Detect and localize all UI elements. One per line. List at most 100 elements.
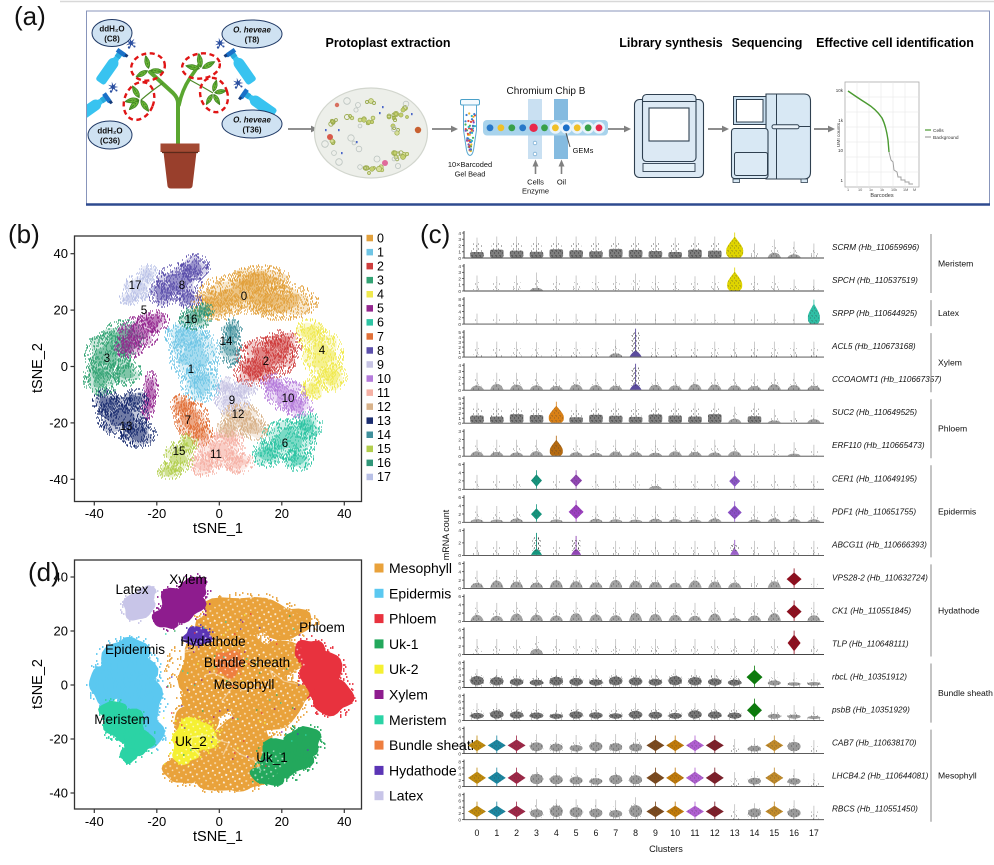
svg-text:2: 2 bbox=[458, 411, 461, 417]
svg-text:3: 3 bbox=[458, 340, 461, 346]
svg-text:(b): (b) bbox=[8, 219, 40, 249]
svg-text:SCRM (Hb_110659696): SCRM (Hb_110659696) bbox=[832, 243, 920, 252]
svg-text:1: 1 bbox=[494, 828, 499, 838]
svg-text:10: 10 bbox=[670, 828, 680, 838]
svg-text:5: 5 bbox=[574, 828, 579, 838]
svg-text:4: 4 bbox=[377, 288, 384, 302]
svg-text:Background: Background bbox=[933, 135, 959, 141]
svg-text:0: 0 bbox=[458, 256, 461, 262]
svg-text:6: 6 bbox=[458, 667, 461, 673]
svg-text:Xylem: Xylem bbox=[169, 572, 207, 587]
svg-text:14: 14 bbox=[220, 336, 233, 348]
svg-text:Mesophyll: Mesophyll bbox=[938, 771, 977, 781]
svg-text:7: 7 bbox=[377, 330, 384, 344]
svg-text:2: 2 bbox=[458, 479, 461, 485]
svg-text:CK1 (Hb_110551845): CK1 (Hb_110551845) bbox=[832, 606, 911, 615]
svg-text:VPS28-2 (Hb_110632724): VPS28-2 (Hb_110632724) bbox=[832, 573, 928, 582]
svg-text:1M: 1M bbox=[903, 188, 908, 192]
svg-text:-20: -20 bbox=[49, 415, 68, 430]
svg-text:6: 6 bbox=[458, 766, 461, 772]
svg-text:2: 2 bbox=[458, 541, 461, 547]
svg-text:8: 8 bbox=[458, 793, 461, 799]
svg-text:Effective cell identification: Effective cell identification bbox=[816, 36, 974, 50]
svg-text:CAB7 (Hb_110638170): CAB7 (Hb_110638170) bbox=[832, 739, 917, 748]
svg-text:2: 2 bbox=[458, 743, 461, 749]
svg-text:CCOAOMT1 (Hb_110667357): CCOAOMT1 (Hb_110667357) bbox=[832, 375, 942, 384]
svg-text:0: 0 bbox=[458, 718, 461, 724]
svg-text:2: 2 bbox=[458, 376, 461, 382]
svg-text:40: 40 bbox=[337, 814, 351, 829]
svg-text:Hydathode: Hydathode bbox=[180, 634, 245, 649]
svg-text:0: 0 bbox=[458, 454, 461, 460]
svg-text:0: 0 bbox=[475, 828, 480, 838]
svg-text:14: 14 bbox=[377, 428, 391, 442]
svg-text:10k: 10k bbox=[891, 188, 897, 192]
svg-text:11: 11 bbox=[210, 449, 222, 461]
svg-text:8: 8 bbox=[458, 693, 461, 699]
svg-text:17: 17 bbox=[809, 828, 819, 838]
svg-text:11: 11 bbox=[377, 386, 390, 400]
svg-text:Library synthesis: Library synthesis bbox=[619, 36, 723, 50]
svg-text:0: 0 bbox=[458, 289, 461, 295]
svg-text:1: 1 bbox=[840, 178, 843, 183]
svg-text:5: 5 bbox=[377, 302, 384, 316]
svg-text:6: 6 bbox=[593, 828, 598, 838]
svg-text:TLP (Hb_110648111): TLP (Hb_110648111) bbox=[832, 640, 909, 649]
svg-text:20: 20 bbox=[54, 624, 68, 639]
svg-text:0: 0 bbox=[458, 784, 461, 790]
svg-text:Bundle sheath: Bundle sheath bbox=[204, 655, 290, 670]
svg-text:0: 0 bbox=[216, 814, 223, 829]
svg-text:4: 4 bbox=[458, 706, 461, 712]
svg-text:6: 6 bbox=[458, 594, 461, 600]
svg-text:0: 0 bbox=[458, 322, 461, 328]
svg-text:2: 2 bbox=[458, 644, 461, 650]
svg-text:6: 6 bbox=[458, 700, 461, 706]
svg-text:-40: -40 bbox=[85, 814, 104, 829]
svg-text:Latex: Latex bbox=[389, 788, 423, 804]
svg-text:0: 0 bbox=[216, 506, 223, 521]
svg-text:15: 15 bbox=[769, 828, 779, 838]
svg-text:Meristem: Meristem bbox=[94, 712, 150, 727]
svg-text:SRPP (Hb_110644925): SRPP (Hb_110644925) bbox=[832, 309, 917, 318]
svg-text:Clusters: Clusters bbox=[649, 844, 683, 854]
svg-text:1: 1 bbox=[458, 283, 461, 289]
svg-text:2: 2 bbox=[458, 276, 461, 282]
svg-text:GEMs: GEMs bbox=[573, 146, 594, 155]
svg-text:7: 7 bbox=[185, 415, 191, 427]
svg-text:Uk-1: Uk-1 bbox=[389, 636, 419, 652]
svg-text:7: 7 bbox=[613, 828, 618, 838]
svg-text:(a): (a) bbox=[14, 1, 46, 31]
svg-text:4: 4 bbox=[458, 603, 461, 609]
svg-text:16: 16 bbox=[185, 314, 198, 326]
svg-text:3: 3 bbox=[377, 274, 384, 288]
svg-text:0: 0 bbox=[61, 359, 68, 374]
svg-text:8: 8 bbox=[377, 344, 384, 358]
svg-text:Mesophyll: Mesophyll bbox=[389, 560, 452, 576]
svg-text:1: 1 bbox=[847, 188, 849, 192]
svg-text:Uk_2: Uk_2 bbox=[175, 734, 207, 749]
svg-text:Meristem: Meristem bbox=[938, 259, 973, 269]
svg-text:2: 2 bbox=[458, 712, 461, 718]
svg-text:psbB (Hb_10351929): psbB (Hb_10351929) bbox=[831, 706, 910, 715]
svg-text:1: 1 bbox=[458, 250, 461, 256]
svg-text:M: M bbox=[913, 188, 916, 192]
svg-text:4: 4 bbox=[458, 772, 461, 778]
svg-text:Phloem: Phloem bbox=[938, 424, 967, 434]
svg-text:6: 6 bbox=[458, 799, 461, 805]
svg-text:8: 8 bbox=[633, 828, 638, 838]
svg-text:0: 0 bbox=[458, 818, 461, 824]
svg-text:12: 12 bbox=[710, 828, 720, 838]
svg-text:3: 3 bbox=[458, 429, 461, 435]
svg-text:0: 0 bbox=[458, 388, 461, 394]
svg-text:40: 40 bbox=[54, 246, 68, 261]
svg-text:9: 9 bbox=[653, 828, 658, 838]
svg-text:4: 4 bbox=[458, 528, 461, 534]
svg-text:Latex: Latex bbox=[938, 308, 960, 318]
svg-text:0: 0 bbox=[458, 421, 461, 427]
svg-text:Cells: Cells bbox=[933, 128, 944, 134]
svg-text:4: 4 bbox=[458, 264, 461, 270]
svg-text:Oil: Oil bbox=[557, 178, 567, 187]
svg-text:4: 4 bbox=[458, 363, 461, 369]
svg-text:9: 9 bbox=[377, 358, 384, 372]
svg-text:12: 12 bbox=[377, 400, 391, 414]
